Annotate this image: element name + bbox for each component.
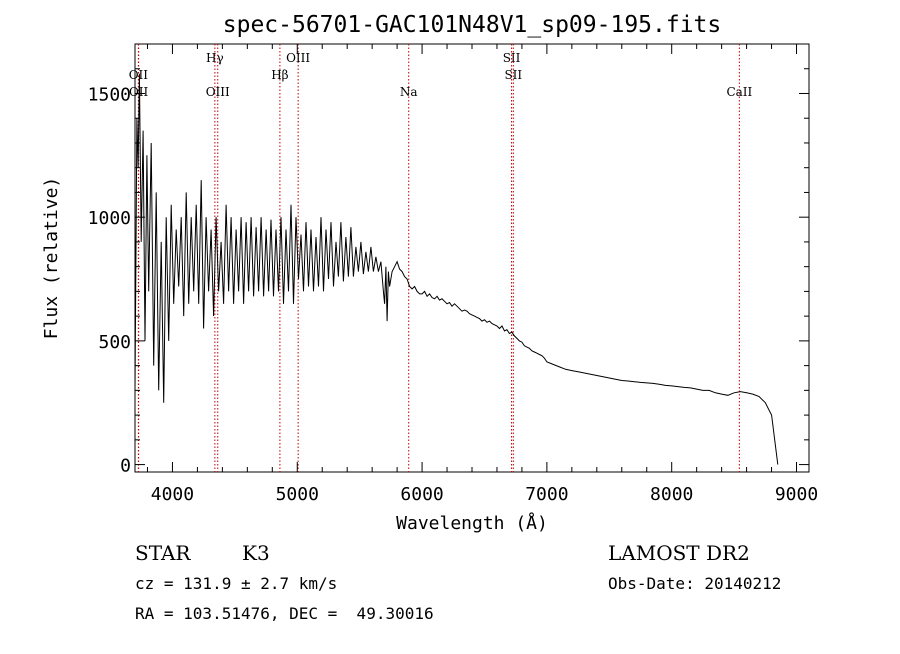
observation-date: Obs-Date: 20140212 [608, 574, 781, 593]
object-subclass: K3 [242, 541, 270, 565]
spectrum-info: STAR K3 LAMOST DR2 cz = 131.9 ± 2.7 km/s… [135, 541, 781, 623]
y-tick-label: 1000 [88, 208, 131, 229]
plot-frame [134, 43, 810, 473]
spectral-line-label: OII [129, 68, 149, 82]
spectral-line-label: CaII [726, 85, 752, 99]
spectral-line-label: Hγ [206, 51, 224, 65]
x-axis-label: Wavelength (Å) [396, 512, 548, 534]
x-tick-label: 5000 [276, 484, 319, 505]
survey-name: LAMOST DR2 [608, 541, 750, 565]
x-tick-label: 8000 [650, 484, 693, 505]
spectral-line-label: Na [400, 85, 418, 99]
x-tick-label: 6000 [400, 484, 443, 505]
y-axis-ticks: 0 500 1000 1500 [88, 68, 809, 477]
x-tick-label: 7000 [525, 484, 568, 505]
spectral-line-label: OIII [206, 85, 230, 99]
x-tick-label: 4000 [151, 484, 194, 505]
y-tick-label: 0 [120, 456, 131, 477]
object-class: STAR [135, 541, 191, 565]
spectral-line-label: SII [504, 68, 522, 82]
redshift-cz: cz = 131.9 ± 2.7 km/s [135, 574, 337, 593]
x-axis-ticks: 4000 5000 6000 7000 8000 9000 [146, 44, 818, 505]
ra-dec-coordinates: RA = 103.51476, DEC = 49.30016 [135, 604, 434, 623]
y-tick-label: 1500 [88, 84, 131, 105]
y-tick-label: 500 [98, 332, 131, 353]
spectral-line-label: OIII [286, 51, 310, 65]
chart-title: spec-56701-GAC101N48V1_sp09-195.fits [223, 12, 722, 38]
y-axis-label: Flux (relative) [41, 177, 62, 340]
x-tick-label: 9000 [775, 484, 818, 505]
spectral-line-label: SII [503, 51, 521, 65]
spectral-line-label: Hβ [271, 68, 288, 82]
spectrum-line [134, 73, 779, 465]
